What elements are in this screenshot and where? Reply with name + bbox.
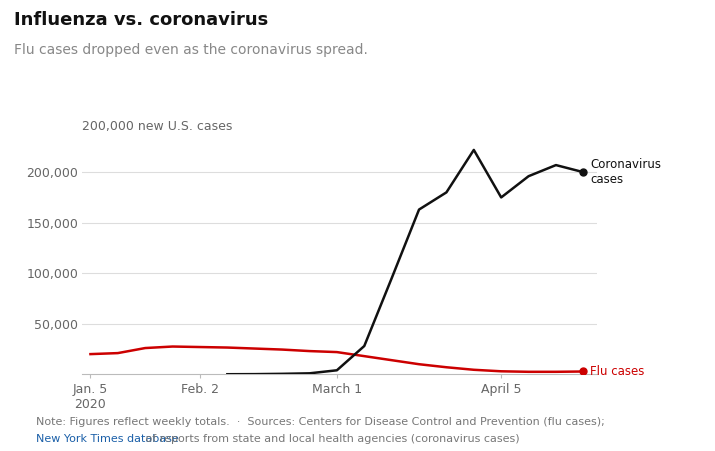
Text: Flu cases: Flu cases — [591, 365, 645, 378]
Text: Note: Figures reflect weekly totals.  ·  Sources: Centers for Disease Control an: Note: Figures reflect weekly totals. · S… — [36, 417, 604, 427]
Text: Influenza vs. coronavirus: Influenza vs. coronavirus — [14, 11, 269, 29]
Text: of reports from state and local health agencies (coronavirus cases): of reports from state and local health a… — [142, 434, 519, 444]
Text: New York Times database: New York Times database — [36, 434, 179, 444]
Text: 200,000 new U.S. cases: 200,000 new U.S. cases — [82, 120, 232, 133]
Text: Coronavirus
cases: Coronavirus cases — [591, 158, 661, 186]
Text: Flu cases dropped even as the coronavirus spread.: Flu cases dropped even as the coronaviru… — [14, 43, 368, 57]
